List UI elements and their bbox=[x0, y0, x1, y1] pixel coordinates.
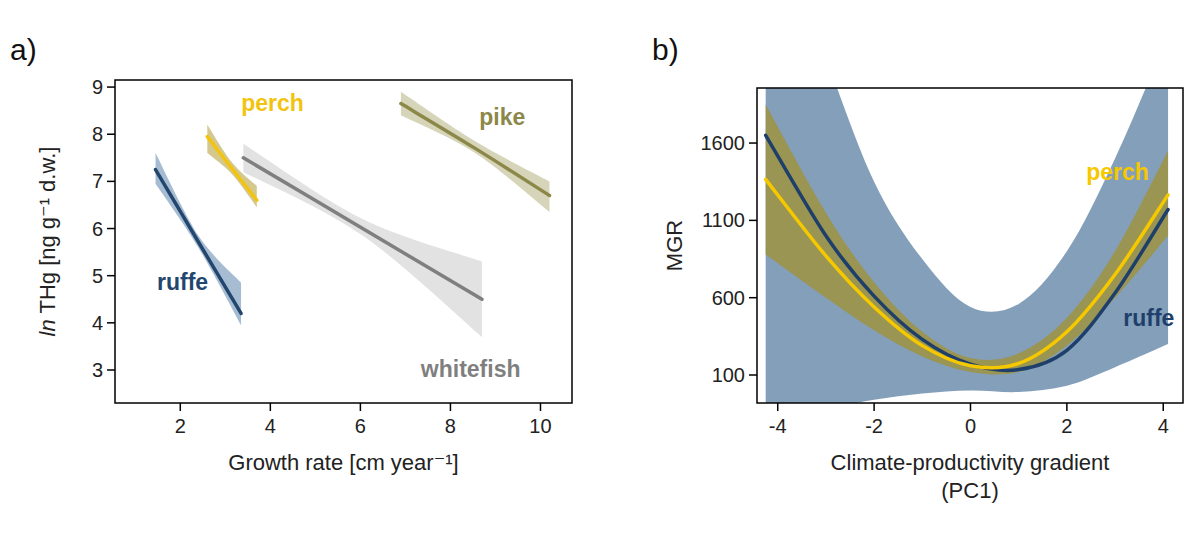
x-tick-label: 8 bbox=[445, 415, 456, 437]
y-tick-label: 600 bbox=[712, 287, 745, 309]
x-tick-label: 4 bbox=[265, 415, 276, 437]
x-tick bbox=[873, 403, 875, 411]
x-tick bbox=[270, 403, 272, 411]
y-axis-title-rest: THg [ng g⁻¹ d.w.] bbox=[35, 147, 60, 320]
x-tick-label: 2 bbox=[1061, 415, 1072, 437]
y-tick-label: 5 bbox=[92, 265, 103, 287]
series-label: ruffe bbox=[157, 269, 208, 295]
x-tick bbox=[540, 403, 542, 411]
fit-line bbox=[207, 137, 257, 201]
y-tick bbox=[107, 228, 115, 230]
series-label: ruffe bbox=[1123, 305, 1174, 331]
y-tick-label: 1100 bbox=[702, 209, 745, 231]
frame bbox=[115, 80, 572, 403]
fit-line bbox=[766, 179, 1168, 367]
y-tick-label: 100 bbox=[712, 364, 745, 386]
y-tick bbox=[107, 369, 115, 371]
y-tick-label: 7 bbox=[92, 170, 103, 192]
y-axis-title: MGR bbox=[662, 220, 687, 271]
plot-area bbox=[156, 92, 550, 337]
fit-line bbox=[766, 135, 1168, 370]
series-label: perch bbox=[1086, 159, 1149, 185]
confidence-band bbox=[401, 92, 550, 212]
y-tick bbox=[749, 297, 757, 299]
x-tick-label: 10 bbox=[529, 415, 551, 437]
confidence-band bbox=[766, 104, 1168, 374]
x-tick-label: -4 bbox=[769, 415, 787, 437]
y-tick bbox=[107, 86, 115, 88]
x-axis-title: Climate-productivity gradient (PC1) bbox=[831, 450, 1110, 503]
y-tick-label: 4 bbox=[92, 312, 103, 334]
y-axis-title-italic: ln bbox=[35, 319, 60, 336]
x-tick-label: 2 bbox=[175, 415, 186, 437]
y-axis-title: ln THg [ng g⁻¹ d.w.] bbox=[35, 147, 60, 337]
panel-label: b) bbox=[652, 33, 679, 66]
plot-area bbox=[766, 88, 1168, 403]
x-axis-title: Growth rate [cm year⁻¹] bbox=[228, 450, 458, 475]
panel: 2 4 6 8 10 3 4 5 6 7 8 9 Growth rate [cm year⁻¹] ln T… bbox=[10, 33, 572, 475]
x-tick bbox=[450, 403, 452, 411]
x-tick-label: -2 bbox=[865, 415, 883, 437]
y-tick bbox=[749, 142, 757, 144]
y-tick bbox=[107, 133, 115, 135]
y-tick bbox=[749, 374, 757, 376]
y-tick bbox=[107, 181, 115, 183]
x-tick bbox=[970, 403, 972, 411]
confidence-band bbox=[156, 153, 242, 325]
y-tick-label: 6 bbox=[92, 218, 103, 240]
series-label: perch bbox=[241, 90, 304, 116]
figure: 2 4 6 8 10 3 4 5 6 7 8 9 Growth rate [cm year⁻¹] ln T… bbox=[0, 0, 1192, 549]
series-label: whitefish bbox=[420, 356, 521, 382]
x-axis-title-line: Climate-productivity gradient bbox=[831, 450, 1110, 475]
x-tick bbox=[1066, 403, 1068, 411]
x-tick-label: 4 bbox=[1158, 415, 1169, 437]
x-tick bbox=[360, 403, 362, 411]
y-tick-label: 3 bbox=[92, 359, 103, 381]
fit-line bbox=[243, 158, 482, 299]
x-tick bbox=[180, 403, 182, 411]
x-tick-label: 0 bbox=[965, 415, 976, 437]
confidence-band bbox=[243, 144, 482, 337]
series-label: pike bbox=[479, 104, 525, 130]
y-tick bbox=[107, 322, 115, 324]
x-tick-label: 6 bbox=[355, 415, 366, 437]
x-axis-title-line: (PC1) bbox=[941, 478, 998, 503]
confidence-band bbox=[766, 88, 1168, 403]
y-tick bbox=[107, 275, 115, 277]
y-tick-label: 9 bbox=[92, 76, 103, 98]
fit-line bbox=[156, 170, 242, 314]
y-tick-label: 8 bbox=[92, 123, 103, 145]
panel-label: a) bbox=[10, 33, 37, 66]
x-tick bbox=[777, 403, 779, 411]
y-tick bbox=[749, 220, 757, 222]
y-tick-label: 1600 bbox=[701, 132, 746, 154]
fit-line bbox=[401, 104, 550, 196]
frame bbox=[757, 88, 1183, 403]
x-tick bbox=[1162, 403, 1164, 411]
panel: -4 -2 0 2 4 100 600 1100 1600 Climate-productivit… bbox=[652, 0, 1183, 503]
